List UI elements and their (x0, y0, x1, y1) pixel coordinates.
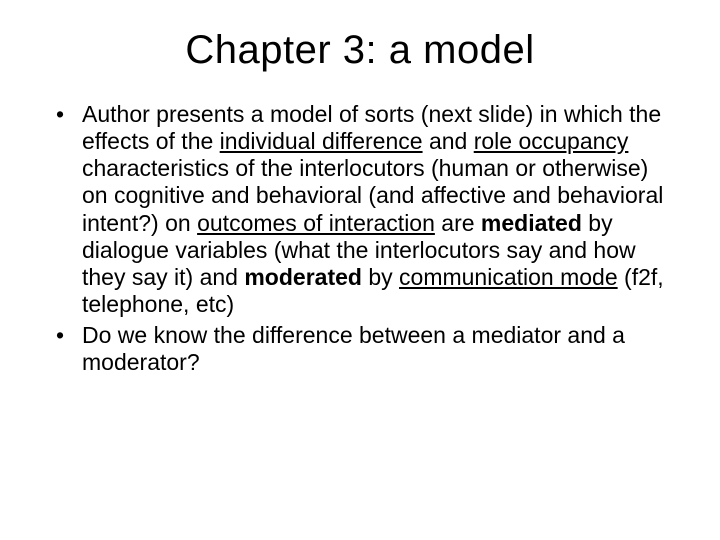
text-run: Do we know the difference between a medi… (82, 322, 625, 375)
text-run: mediated (481, 210, 582, 236)
text-run: individual difference (220, 128, 423, 154)
slide: Chapter 3: a model Author presents a mod… (0, 0, 720, 540)
text-run: and (423, 128, 474, 154)
text-run: role occupancy (474, 128, 629, 154)
text-run: by (362, 264, 399, 290)
bullet-list: Author presents a model of sorts (next s… (48, 101, 672, 376)
bullet-item: Author presents a model of sorts (next s… (56, 101, 672, 318)
text-run: are (435, 210, 481, 236)
slide-title: Chapter 3: a model (48, 28, 672, 73)
text-run: outcomes of interaction (197, 210, 435, 236)
text-run: communication mode (399, 264, 618, 290)
text-run: moderated (244, 264, 362, 290)
bullet-item: Do we know the difference between a medi… (56, 322, 672, 376)
